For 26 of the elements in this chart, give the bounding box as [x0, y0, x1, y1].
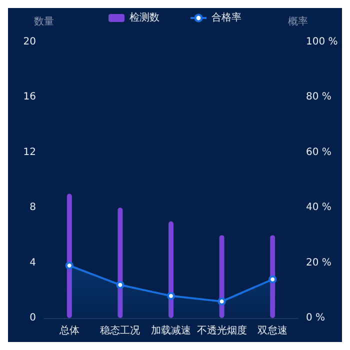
legend-label: 检测数 — [130, 12, 160, 24]
y2-tick-label: 20 % — [306, 257, 332, 268]
y-tick-label: 16 — [23, 92, 36, 103]
x-tick-label: 总体 — [58, 324, 80, 336]
y2-tick-label: 60 % — [306, 146, 332, 158]
point — [65, 262, 74, 270]
y2-axis-title: 概率 — [288, 16, 308, 28]
y-tick-label: 20 — [23, 36, 36, 48]
point — [116, 280, 124, 289]
y-axis-title: 数量 — [34, 16, 54, 28]
y2-tick-label: 40 % — [306, 202, 332, 214]
x-tick-label: 加载减速 — [151, 324, 191, 336]
y-tick-label: 8 — [30, 202, 36, 214]
y-tick-label: 4 — [30, 257, 36, 268]
point — [167, 292, 175, 300]
y-tick-label: 0 — [30, 312, 36, 324]
point — [268, 275, 277, 284]
x-tick-label: 稳态工况 — [100, 324, 140, 336]
y-tick-label: 12 — [23, 146, 36, 158]
y2-tick-label: 80 % — [306, 92, 332, 103]
y2-tick-label: 100 % — [306, 36, 338, 48]
x-tick-label: 双怠速 — [258, 324, 288, 336]
x-tick-label: 不透光烟度 — [196, 324, 247, 336]
y2-tick-label: 0 % — [306, 312, 326, 324]
point — [218, 297, 226, 306]
legend-label: 合格率 — [212, 12, 242, 24]
